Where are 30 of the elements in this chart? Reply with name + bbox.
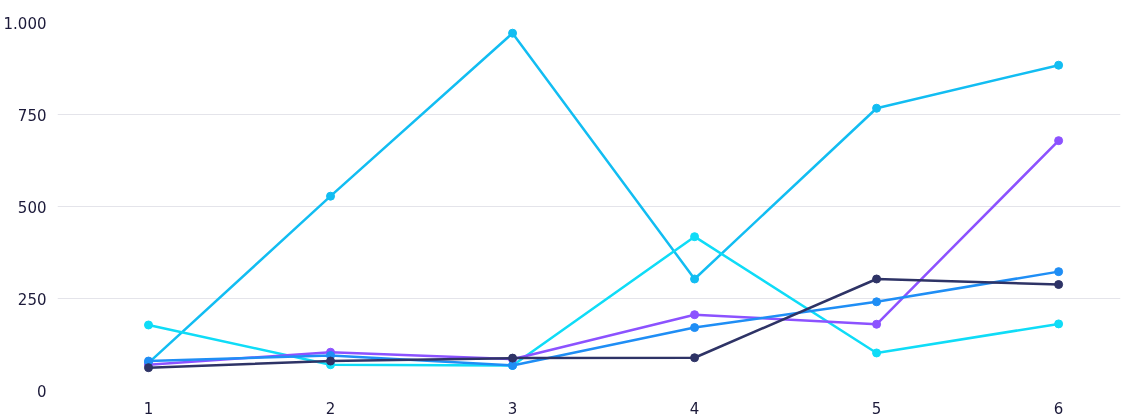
point [872, 348, 882, 358]
point [1054, 267, 1064, 277]
x-tick-label: 5 [871, 399, 882, 416]
point [326, 191, 336, 201]
x-tick-label: 2 [325, 399, 336, 416]
point [144, 320, 154, 330]
point [690, 232, 700, 242]
point [872, 319, 882, 329]
point [690, 353, 700, 363]
y-tick-label: 750 [17, 106, 47, 125]
point [1054, 280, 1064, 290]
point [690, 323, 700, 333]
point [872, 274, 882, 284]
point [1054, 60, 1064, 70]
point [508, 28, 518, 38]
x-tick-label: 3 [507, 399, 518, 416]
y-tick-label: 500 [17, 198, 47, 217]
point [872, 103, 882, 113]
y-tick-label: 250 [17, 290, 47, 309]
point [1054, 136, 1064, 146]
y-tick-label: 0 [36, 382, 47, 401]
x-tick-label: 1 [143, 399, 154, 416]
point [1054, 319, 1064, 329]
point [326, 356, 336, 366]
x-tick-label: 6 [1053, 399, 1064, 416]
point [872, 297, 882, 307]
y-tick-label: 1.000 [3, 14, 47, 33]
point [690, 310, 700, 320]
point [690, 274, 700, 284]
x-tick-label: 4 [689, 399, 700, 416]
